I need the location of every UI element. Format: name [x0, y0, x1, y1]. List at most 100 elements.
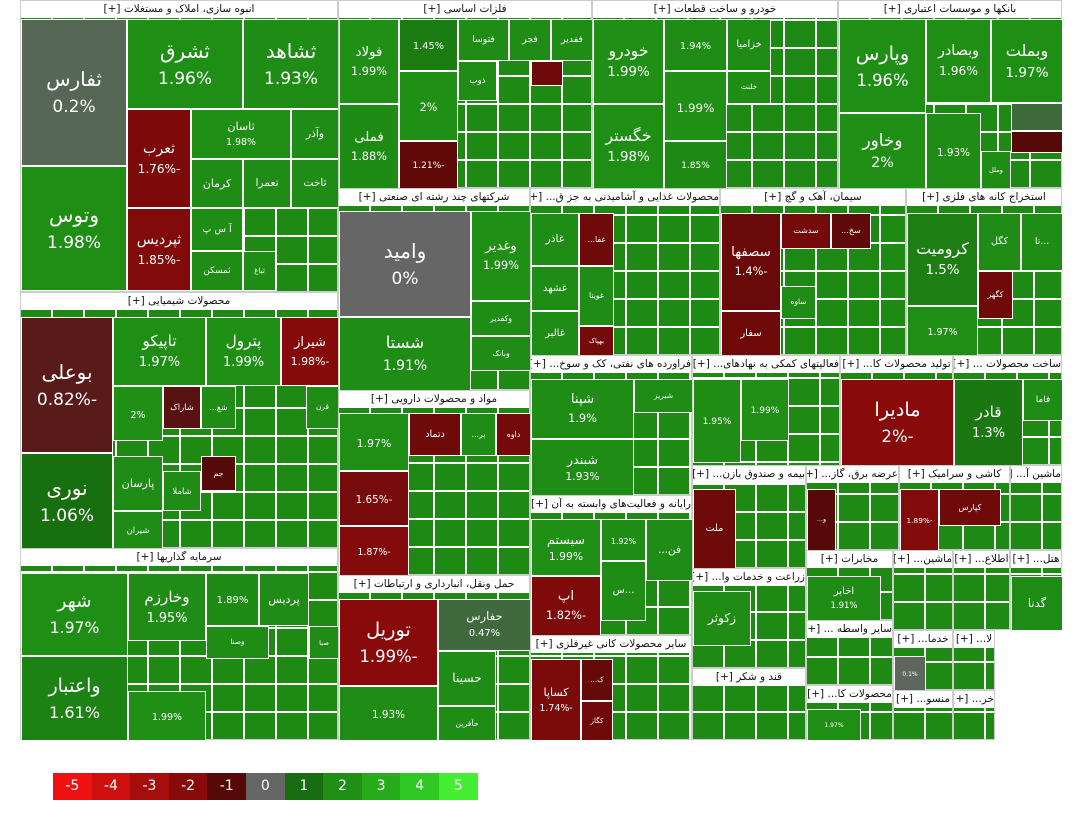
tile-name: پترول [225, 332, 262, 351]
legend-cell: -2 [168, 773, 208, 800]
tile: کرومیت 1.5% [907, 213, 978, 306]
tile: 1.93% [926, 113, 981, 189]
tile-value: 1.97% [49, 617, 100, 637]
tile-value: 2% [130, 409, 146, 421]
tile: ففدیر [551, 19, 593, 61]
sector-title: محصولات کا... [+] [807, 686, 892, 703]
sector-title: خودرو و ساخت قطعات [+] [593, 1, 837, 18]
sector: استخراج کانه های فلزی [+] کرومیت 1.5% 1.97%… [906, 188, 1063, 356]
tile: وپارس 1.96% [839, 19, 926, 113]
tile: وغدیر 1.99% [471, 211, 531, 301]
sector: زراعت و خدمات وا... [+] زکوثر [692, 568, 806, 668]
tile-value: 1.97% [1005, 64, 1049, 81]
sector-title: سیمان، آهک و گچ [+] [721, 189, 905, 206]
tile-name: گدنا [1027, 595, 1047, 610]
tile: بوعلی -0.82% [21, 317, 113, 453]
sector: اطلاع... [+] [953, 550, 1010, 630]
tile-name: شیران [126, 524, 150, 535]
tile: تاپیکو 1.97% [113, 317, 206, 386]
tile-name: غالبر [545, 327, 565, 339]
tile-value: 0.1% [902, 670, 918, 678]
tile-name: وغدیر [485, 239, 517, 255]
tile: سصفها -1.4% [721, 213, 781, 311]
sector: فراورده های نفتی، کک و سوخ... [+] شپنا 1.9… [530, 355, 693, 496]
tile-name: صبا [319, 638, 329, 647]
tile-name: وآذر [306, 126, 324, 140]
legend-cell: 4 [400, 773, 439, 800]
tile-value: 1.91% [382, 357, 428, 374]
tile-value: -1.76% [137, 161, 181, 176]
tile: ثباغ [243, 251, 276, 291]
tile-value: -1.99% [359, 647, 418, 667]
tile-name: توریل [366, 618, 411, 642]
tile-value: -2% [881, 427, 914, 447]
tile-value: 1.99% [222, 355, 265, 371]
tile-name: وخارزم [144, 587, 190, 606]
tile-value: 0% [391, 268, 419, 289]
tile: سخ... [831, 213, 871, 249]
sector: محصولات شیمیایی [+] بوعلی -0.82% نوری 1.06% ت… [20, 292, 339, 549]
tile-value: 1.3% [971, 426, 1006, 442]
tile-value: 0.47% [468, 627, 501, 639]
tile-value: -1.85% [137, 252, 181, 267]
tile-value: -1.65% [355, 494, 393, 507]
tile: ثپردیس -1.85% [127, 208, 191, 291]
tile-name: دتماد [425, 428, 445, 440]
legend-cell: 1 [284, 773, 324, 800]
tile-name: شپنا [570, 392, 595, 408]
tile: فن... [646, 519, 693, 581]
sector: شرکتهای چند رشته ای صنعتی [+] وامید 0% شستا… [338, 188, 531, 391]
sector: انبوه سازی، املاک و مستغلات [+] ثفارس 0.2%… [20, 0, 339, 292]
tile-name: خزامیا [736, 39, 762, 51]
tile-value: 1.9% [568, 411, 597, 426]
tile-name: شغ... [209, 402, 228, 412]
tile-name: ثشاهد [265, 38, 317, 63]
tile-name: پارسان [121, 476, 155, 490]
tile [1011, 131, 1063, 153]
tile-name: ثفارس [46, 67, 102, 92]
tile: -1.89% [900, 489, 939, 551]
tile-value: 1.99% [607, 65, 650, 81]
tile-name: غاذر [545, 232, 565, 246]
tile-name: خگستر [605, 125, 652, 145]
legend-cell: -3 [130, 773, 169, 800]
tile: 1.94% [664, 19, 727, 71]
tile-name: وبملت [1005, 40, 1049, 60]
tile: مادیرا -2% [841, 379, 954, 466]
tile: وآذر [291, 109, 339, 159]
tile: 1.85% [664, 141, 727, 189]
sector-title: کاشی و سرامیک [+] [900, 466, 1009, 483]
sector: سیمان، آهک و گچ [+] سصفها -1.4% سفار سدشت سخ.… [720, 188, 906, 356]
tile-name: ملت [705, 523, 724, 535]
sector: ساخت محصولات ... [+] قادر 1.3% فاما [953, 355, 1063, 466]
tile: شاملا [163, 471, 201, 511]
sector: سایر محصولات کانی غیرفلزی [+] کساپا -1.74%… [530, 635, 692, 741]
tile: ...س [601, 561, 646, 621]
tile-name: مادیرا [874, 398, 921, 422]
sector-title: حمل ونقل، انبارداری و ارتباطات [+] [339, 576, 529, 593]
tile: داوه [496, 413, 531, 456]
tile: وخارزم 1.95% [128, 573, 206, 641]
tile-name: غشهد [543, 282, 568, 294]
tile-value: 1.98% [607, 150, 650, 166]
tile: سیستم 1.99% [531, 519, 601, 576]
tile: فملی 1.88% [339, 104, 399, 189]
tile-name: قرن [316, 402, 329, 412]
tile: وامید 0% [339, 211, 471, 317]
tile-name: کساپا [543, 686, 569, 700]
tile: دتماد [409, 413, 461, 456]
tile: کساپا -1.74% [531, 659, 581, 741]
tile: وبصادر 1.96% [926, 19, 991, 103]
sector: ماشین آ... [+] [1010, 465, 1062, 550]
tile-name: خلنت [740, 82, 758, 92]
tile-value: 1.93% [565, 469, 600, 483]
tile-name: پردیس [268, 592, 300, 606]
tile: پردیس [259, 573, 309, 626]
tile-value: 1.93% [264, 68, 319, 89]
tile: سدشت [781, 213, 831, 249]
tile: اپ -1.82% [531, 576, 601, 636]
sector-title: فعالیتهای کمکی به نهادهای... [+] [693, 356, 839, 373]
sector-title: تولید محصولات کا... [+] [841, 356, 952, 373]
tile-value: 1.97% [824, 722, 844, 730]
sector: سرمایه گذاریها [+] شهر 1.97% واعتبار 1.61% وخ… [20, 548, 339, 741]
